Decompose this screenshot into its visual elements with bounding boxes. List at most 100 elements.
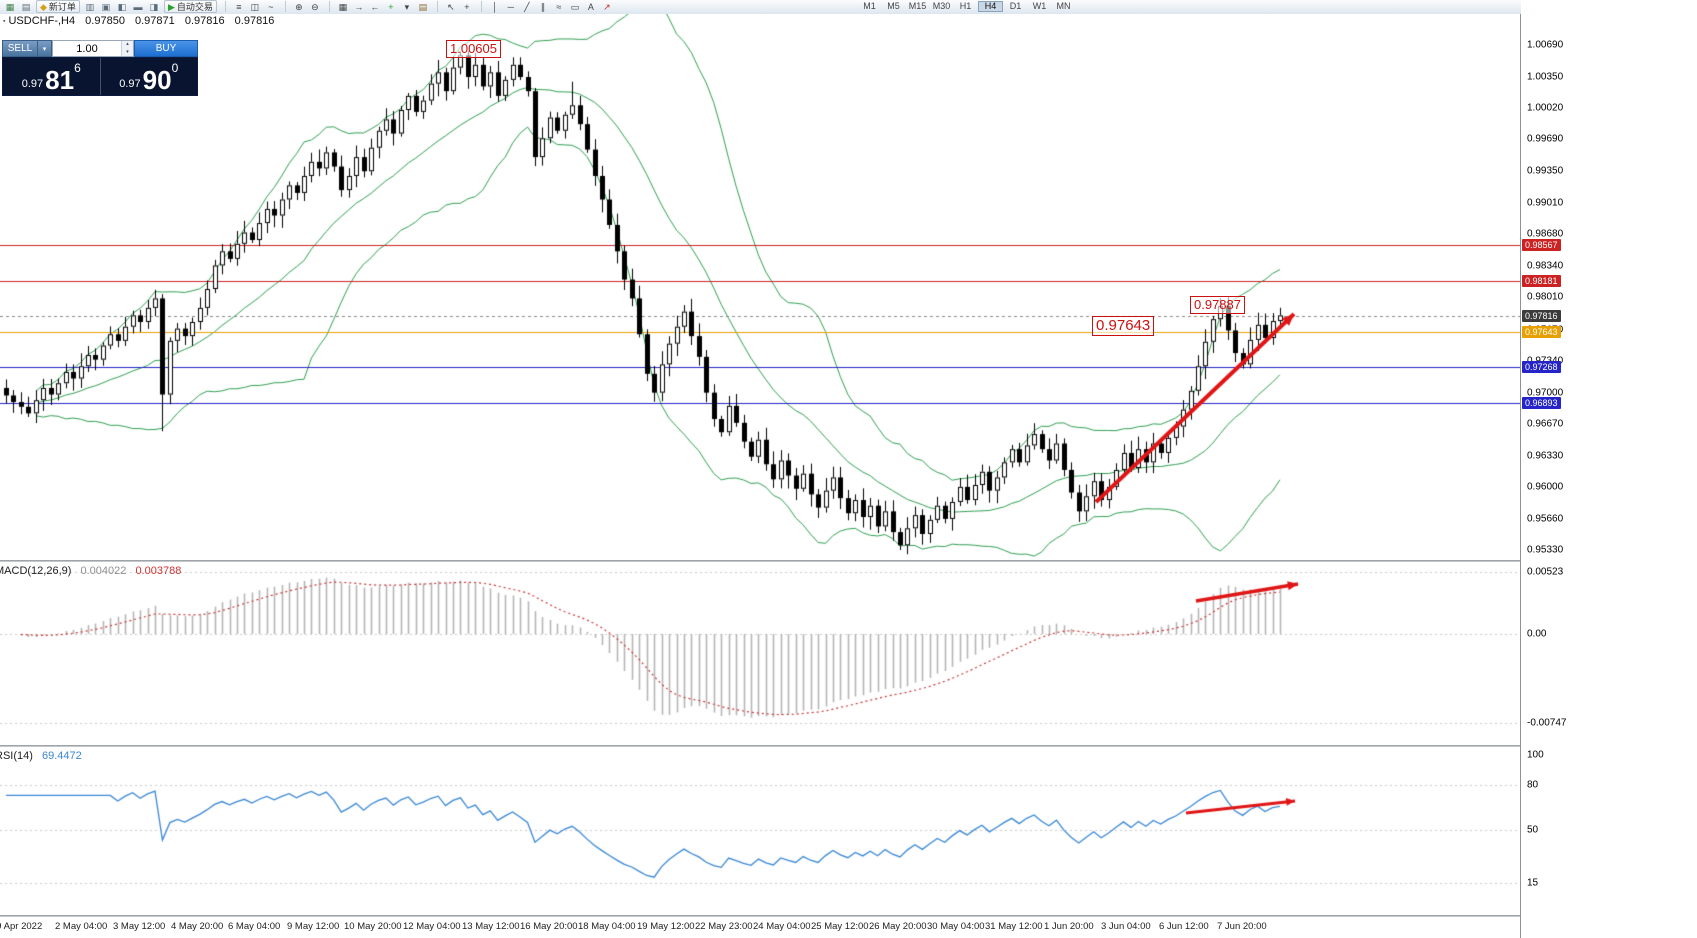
time-label: 7 Jun 20:00 xyxy=(1217,921,1267,932)
volume-field: ▴ ▾ xyxy=(52,40,134,57)
time-label: 25 May 12:00 xyxy=(811,921,869,932)
channel-icon[interactable]: ∥ xyxy=(540,1,546,12)
time-label: 12 May 04:00 xyxy=(403,921,461,932)
time-label: 9 May 12:00 xyxy=(287,921,340,932)
price-tick: 0.99350 xyxy=(1527,165,1564,177)
bar-high-value: 0.97871 xyxy=(135,15,175,27)
tile-windows-icon[interactable]: ▦ xyxy=(338,1,348,12)
buy-button[interactable]: BUY xyxy=(134,40,198,57)
crosshair-icon[interactable]: + xyxy=(464,1,470,12)
strategy-tester-icon[interactable]: ◨ xyxy=(149,1,159,12)
line-chart-icon[interactable]: ~ xyxy=(268,1,274,12)
fibonacci-icon[interactable]: ≈ xyxy=(556,1,562,12)
toolbar-separator xyxy=(219,1,226,12)
volume-input[interactable] xyxy=(53,41,121,56)
time-label: 3 Jun 04:00 xyxy=(1101,921,1151,932)
timeframe-d1[interactable]: D1 xyxy=(1009,1,1022,11)
zoom-out-icon[interactable]: ⊖ xyxy=(311,1,319,12)
vertical-line-icon[interactable]: │ xyxy=(492,1,498,12)
trendline-icon[interactable]: ╱ xyxy=(524,1,530,12)
navigator-icon[interactable]: ◧ xyxy=(117,1,127,12)
buy-price-small: 0.97 xyxy=(119,78,141,90)
rsi-tick: 50 xyxy=(1527,824,1539,836)
time-label: 24 May 04:00 xyxy=(753,921,811,932)
autotrading-button[interactable]: ▶ 自动交易 xyxy=(163,0,217,13)
time-label: 18 May 04:00 xyxy=(578,921,636,932)
macd-tick: 0.00 xyxy=(1527,628,1547,640)
bar-low-value: 0.97816 xyxy=(184,15,225,27)
rsi-tick: 100 xyxy=(1527,749,1544,761)
periods-icon[interactable]: ▾ xyxy=(404,1,410,12)
timeframe-m1[interactable]: M1 xyxy=(863,1,876,11)
time-label: 22 May 23:00 xyxy=(695,921,753,932)
panel-separator[interactable] xyxy=(0,745,1697,747)
price-tick: 1.00690 xyxy=(1527,39,1564,51)
new-chart-icon[interactable]: ▦ xyxy=(5,1,15,12)
timeframe-toolbar: M1 M5 M15 M30 H1 H4 D1 W1 MN xyxy=(858,0,1076,13)
price-tick: 0.98340 xyxy=(1527,260,1564,272)
price-annotation-high[interactable]: 1.00605 xyxy=(446,40,501,58)
time-scale[interactable]: 29 Apr 2022 2 May 04:00 3 May 12:00 4 May 2… xyxy=(0,917,1520,938)
horizontal-line-icon[interactable]: ─ xyxy=(507,1,515,12)
macd-tick: -0.00747 xyxy=(1527,717,1567,729)
rsi-indicator-label: RSI(14) 69.4472 xyxy=(0,750,82,762)
bar-chart-icon[interactable]: ≡ xyxy=(236,1,242,12)
chart-shift-icon[interactable]: ← xyxy=(370,1,380,12)
rsi-indicator-panel[interactable] xyxy=(0,747,1520,915)
timeframe-m5[interactable]: M5 xyxy=(887,1,900,11)
sell-price-display[interactable]: 0.97 81 6 xyxy=(3,58,101,95)
templates-icon[interactable]: ▤ xyxy=(418,1,428,12)
panel-separator[interactable] xyxy=(0,560,1697,562)
sell-options-dropdown-icon[interactable]: ▾ xyxy=(38,40,52,57)
time-label: 10 May 20:00 xyxy=(344,921,402,932)
timeframe-mn[interactable]: MN xyxy=(1056,1,1071,11)
buy-price-display[interactable]: 0.97 90 0 xyxy=(101,58,198,95)
price-tag-0.98181: 0.98181 xyxy=(1522,275,1561,288)
buy-price-pip: 0 xyxy=(171,61,179,75)
price-annotation-resistance[interactable]: 0.97887 xyxy=(1190,296,1245,314)
price-tag-0.98567: 0.98567 xyxy=(1522,239,1561,252)
shapes-icon[interactable]: ▭ xyxy=(570,1,580,12)
rsi-tick: 80 xyxy=(1527,779,1539,791)
timeframe-h1[interactable]: H1 xyxy=(959,1,972,11)
macd-signal-value: 0.003788 xyxy=(135,565,182,577)
timeframe-m15[interactable]: M15 xyxy=(908,1,927,11)
volume-increase-button[interactable]: ▴ xyxy=(122,41,133,49)
price-tick: 1.00020 xyxy=(1527,102,1564,114)
new-order-button[interactable]: ◆ 新订单 xyxy=(36,0,80,13)
arrows-icon[interactable]: ↗ xyxy=(603,1,611,12)
price-scale[interactable]: 1.00690 1.00350 1.00020 0.99690 0.99350 0.990… xyxy=(1521,0,1697,938)
indicators-icon[interactable]: + xyxy=(388,1,394,12)
price-annotation-support[interactable]: 0.97643 xyxy=(1092,316,1155,336)
panel-separator[interactable] xyxy=(0,915,1697,917)
timeframe-w1[interactable]: W1 xyxy=(1032,1,1047,11)
bar-open-value: 0.97850 xyxy=(85,15,125,27)
toolbar-separator xyxy=(323,1,330,12)
timeframe-m30[interactable]: M30 xyxy=(932,1,951,11)
price-tag-0.97643: 0.97643 xyxy=(1522,326,1561,339)
price-tick: 0.96330 xyxy=(1527,450,1564,462)
timeframe-h4[interactable]: H4 xyxy=(978,1,1003,12)
volume-decrease-button[interactable]: ▾ xyxy=(122,48,133,56)
candlestick-chart-icon[interactable]: ◫ xyxy=(250,1,260,12)
profiles-icon[interactable]: ▤ xyxy=(21,1,31,12)
price-tag-0.97816: 0.97816 xyxy=(1522,309,1561,322)
sell-button[interactable]: SELL xyxy=(2,40,38,57)
macd-name: MACD(12,26,9) xyxy=(0,565,72,577)
cursor-icon[interactable]: ↖ xyxy=(447,1,455,12)
toolbar-separator xyxy=(431,1,438,12)
time-label: 31 May 12:00 xyxy=(985,921,1043,932)
auto-scroll-icon[interactable]: → xyxy=(354,1,364,12)
price-tick: 0.97340 xyxy=(1527,355,1563,366)
chart-header: ▪ USDCHF-,H4 0.97850 0.97871 0.97816 0.97… xyxy=(3,15,274,27)
text-icon[interactable]: A xyxy=(587,1,594,12)
macd-indicator-panel[interactable] xyxy=(0,562,1520,745)
main-price-chart[interactable] xyxy=(0,14,1520,560)
price-tag-0.97268: 0.97268 xyxy=(1522,361,1561,374)
zoom-in-icon[interactable]: ⊕ xyxy=(295,1,303,12)
data-window-icon[interactable]: ▣ xyxy=(101,1,111,12)
toolbar-separator xyxy=(475,1,482,12)
market-watch-icon[interactable]: ▥ xyxy=(85,1,95,12)
terminal-icon[interactable]: ▬ xyxy=(133,1,143,12)
time-label: 2 May 04:00 xyxy=(55,921,108,932)
